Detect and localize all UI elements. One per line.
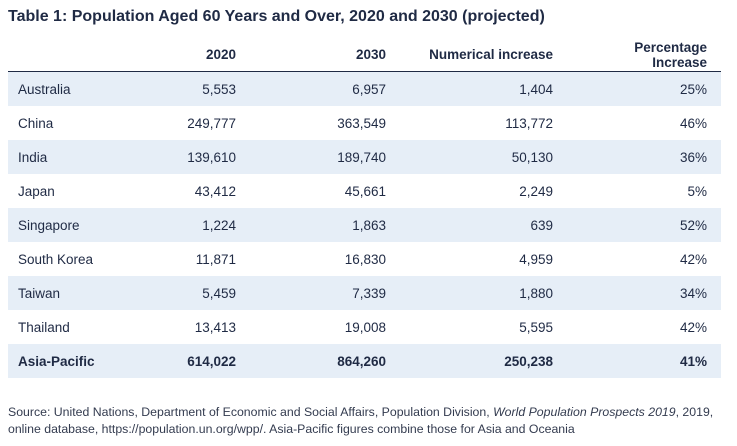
- cell-numerical-increase: 4,959: [519, 251, 553, 267]
- cell-country: Australia: [8, 71, 158, 106]
- cell-2020: 249,777: [187, 115, 236, 131]
- cell-numerical-increase: 2,249: [519, 183, 553, 199]
- cell-2020: 5,459: [158, 276, 250, 310]
- cell-numerical-increase: 1,404: [400, 71, 567, 106]
- cell-2030: 1,863: [250, 208, 400, 242]
- cell-percentage-increase: 34%: [567, 276, 721, 310]
- cell-2030: 363,549: [337, 115, 386, 131]
- cell-percentage-increase: 41%: [567, 344, 721, 378]
- cell-percentage-increase: 42%: [679, 251, 707, 267]
- source-suffix: , 2019, online database, https://populat…: [8, 405, 714, 436]
- table-row: Australia 5,553 6,957 1,404 25%: [8, 71, 721, 106]
- cell-country: Taiwan: [8, 276, 158, 310]
- cell-numerical-increase: 5,595: [519, 319, 553, 335]
- cell-2030: 45,661: [344, 183, 386, 199]
- table-row: Thailand 13,413 19,008 5,595 42%: [8, 310, 721, 344]
- table-total-row: Asia-Pacific 614,022 864,260 250,238 41%: [8, 344, 721, 378]
- cell-country: India: [8, 140, 158, 174]
- cell-2020: 139,610: [158, 140, 250, 174]
- cell-country: Thailand: [18, 319, 70, 335]
- cell-2020: 5,553: [158, 71, 250, 106]
- cell-percentage-increase: 5%: [687, 183, 707, 199]
- cell-2020: 43,412: [194, 183, 236, 199]
- table-row: Japan 43,412 45,661 2,249 5%: [8, 174, 721, 208]
- cell-2030: 864,260: [250, 344, 400, 378]
- cell-numerical-increase: 113,772: [505, 115, 553, 131]
- cell-percentage-increase: 52%: [567, 208, 721, 242]
- table-row: Taiwan 5,459 7,339 1,880 34%: [8, 276, 721, 310]
- cell-numerical-increase: 250,238: [400, 344, 567, 378]
- source-publication: World Population Prospects 2019: [493, 405, 676, 419]
- cell-country: Japan: [18, 183, 55, 199]
- cell-numerical-increase: 50,130: [400, 140, 567, 174]
- cell-percentage-increase: 36%: [567, 140, 721, 174]
- table-row: Singapore 1,224 1,863 639 52%: [8, 208, 721, 242]
- table-row: China 249,777 363,549 113,772 46%: [8, 106, 721, 140]
- header-2020: 2020: [158, 38, 250, 72]
- source-prefix: Source: United Nations, Department of Ec…: [8, 405, 490, 419]
- header-country: [8, 38, 158, 72]
- cell-percentage-increase: 25%: [567, 71, 721, 106]
- header-numerical-increase: Numerical increase: [400, 38, 567, 72]
- cell-2020: 11,871: [195, 251, 236, 267]
- table-header-row: 2020 2030 Numerical increase Percentage …: [8, 38, 721, 72]
- cell-2030: 189,740: [250, 140, 400, 174]
- table-row: South Korea 11,871 16,830 4,959 42%: [8, 242, 721, 276]
- cell-2030: 7,339: [250, 276, 400, 310]
- table-row: India 139,610 189,740 50,130 36%: [8, 140, 721, 174]
- cell-country: South Korea: [18, 251, 94, 267]
- cell-percentage-increase: 46%: [679, 115, 707, 131]
- table-title: Table 1: Population Aged 60 Years and Ov…: [8, 8, 545, 25]
- population-table: 2020 2030 Numerical increase Percentage …: [8, 38, 721, 378]
- cell-numerical-increase: 639: [400, 208, 567, 242]
- cell-2030: 6,957: [250, 71, 400, 106]
- cell-2020: 1,224: [158, 208, 250, 242]
- header-percentage-increase: Percentage Increase: [567, 38, 721, 72]
- cell-country: Singapore: [8, 208, 158, 242]
- cell-2030: 19,008: [344, 319, 386, 335]
- cell-2030: 16,830: [344, 251, 386, 267]
- cell-2020: 614,022: [158, 344, 250, 378]
- source-note: Source: United Nations, Department of Ec…: [8, 404, 728, 438]
- cell-country: China: [18, 115, 54, 131]
- header-2030: 2030: [250, 38, 400, 72]
- cell-percentage-increase: 42%: [679, 319, 707, 335]
- cell-country: Asia-Pacific: [8, 344, 158, 378]
- cell-numerical-increase: 1,880: [400, 276, 567, 310]
- cell-2020: 13,413: [194, 319, 236, 335]
